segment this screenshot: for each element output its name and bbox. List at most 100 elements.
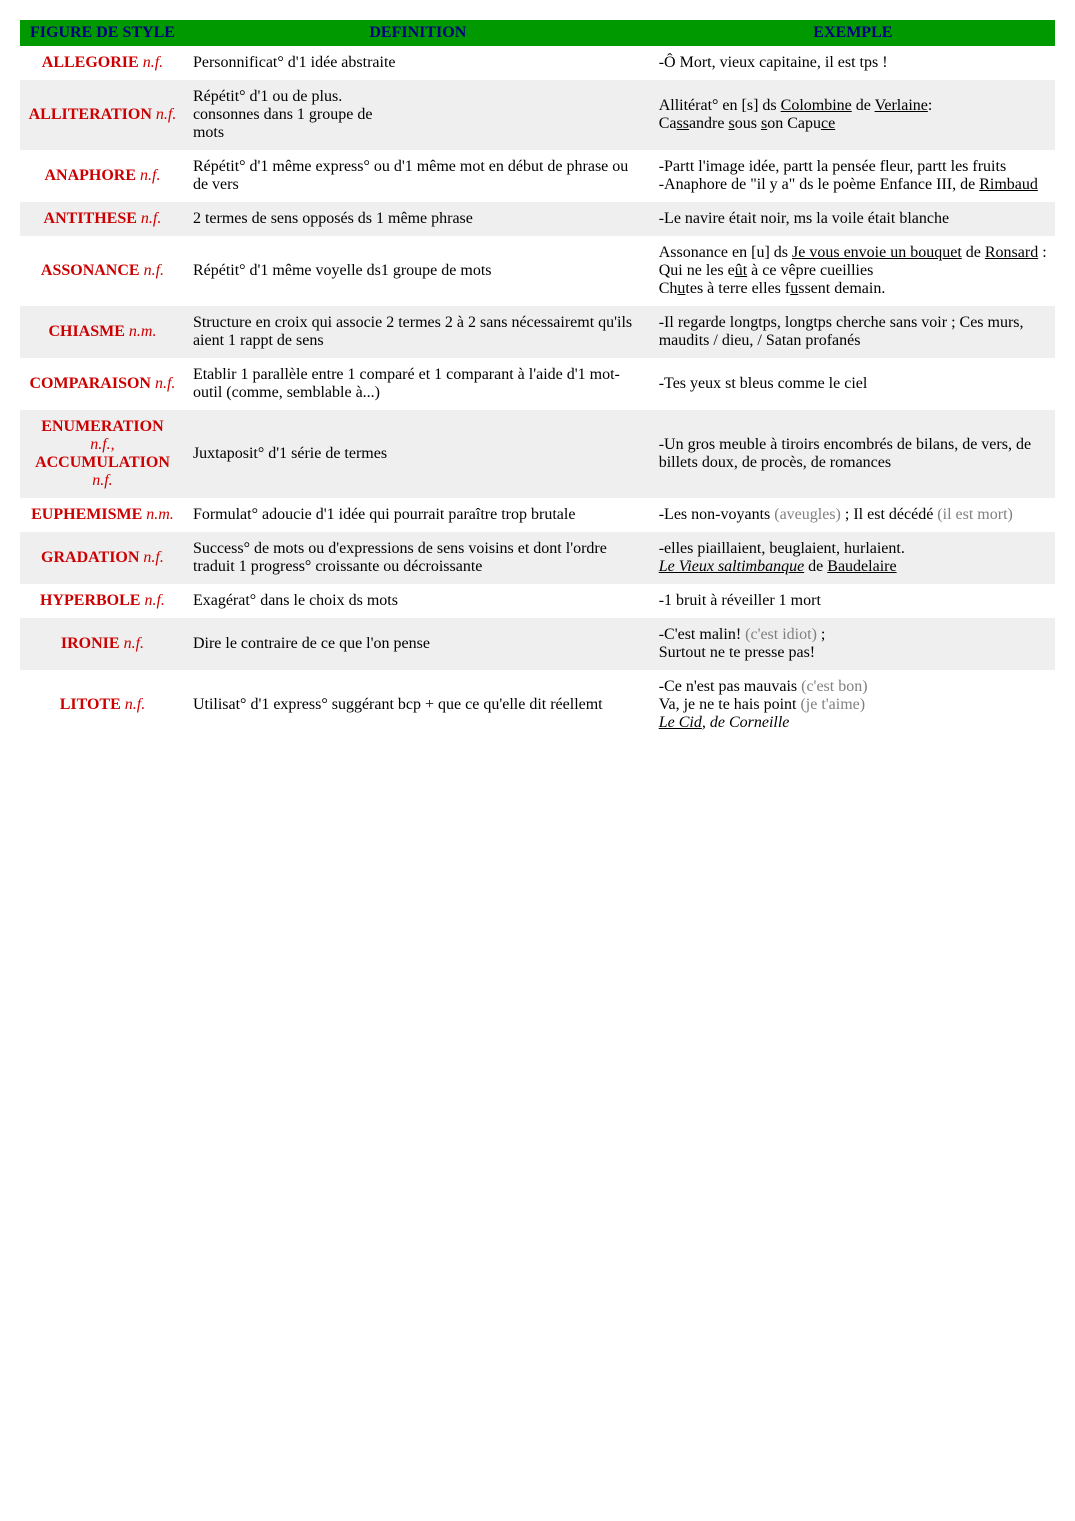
table-row: GRADATION n.f. Success° de mots ou d'exp… bbox=[20, 532, 1055, 584]
definition-cell: Structure en croix qui associe 2 termes … bbox=[185, 306, 651, 358]
table-row: IRONIE n.f. Dire le contraire de ce que … bbox=[20, 618, 1055, 670]
table-row: ANTITHESE n.f. 2 termes de sens opposés … bbox=[20, 202, 1055, 236]
term-cell: ALLEGORIE n.f. bbox=[20, 46, 185, 80]
table-row: EUPHEMISME n.m. Formulat° adoucie d'1 id… bbox=[20, 498, 1055, 532]
term-cell: EUPHEMISME n.m. bbox=[20, 498, 185, 532]
ex-text: de bbox=[804, 558, 827, 575]
term-name: CHIASME bbox=[48, 323, 124, 340]
ex-link: Baudelaire bbox=[827, 558, 896, 575]
term-name: EUPHEMISME bbox=[31, 506, 142, 523]
table-row: ALLEGORIE n.f. Personnificat° d'1 idée a… bbox=[20, 46, 1055, 80]
definition-cell: Répétit° d'1 même voyelle ds1 groupe de … bbox=[185, 236, 651, 306]
ex-aside: (c'est idiot) bbox=[745, 626, 817, 643]
example-cell: -Partt l'image idée, partt la pensée fle… bbox=[651, 150, 1055, 202]
term-name: HYPERBOLE bbox=[40, 592, 140, 609]
example-cell: -1 bruit à réveiller 1 mort bbox=[651, 584, 1055, 618]
definition-cell: Formulat° adoucie d'1 idée qui pourrait … bbox=[185, 498, 651, 532]
ex-text: ; bbox=[817, 626, 825, 643]
example-cell: -Un gros meuble à tiroirs encombrés de b… bbox=[651, 410, 1055, 498]
term-pos: n.m. bbox=[146, 506, 174, 523]
term-cell: IRONIE n.f. bbox=[20, 618, 185, 670]
term-cell: CHIASME n.m. bbox=[20, 306, 185, 358]
ex-aside: (je t'aime) bbox=[800, 696, 865, 713]
example-cell: Allitérat° en [s] ds Colombine de Verlai… bbox=[651, 80, 1055, 150]
term-cell: ANAPHORE n.f. bbox=[20, 150, 185, 202]
ex-text: de bbox=[852, 97, 875, 114]
ex-link: Colombine bbox=[781, 97, 852, 114]
ex-aside: (aveugles) bbox=[774, 506, 841, 523]
definition-cell: Répétit° d'1 ou de plus. consonnes dans … bbox=[185, 80, 651, 150]
term-name: GRADATION bbox=[41, 549, 139, 566]
term-name: IRONIE bbox=[61, 635, 120, 652]
term-pos: n.f. bbox=[141, 210, 161, 227]
term-pos: n.f. bbox=[124, 635, 144, 652]
term-cell: ANTITHESE n.f. bbox=[20, 202, 185, 236]
table-row: ANAPHORE n.f. Répétit° d'1 même express°… bbox=[20, 150, 1055, 202]
term-pos: n.f. bbox=[140, 167, 160, 184]
ex-text: -Ce n'est pas mauvais bbox=[659, 678, 801, 695]
term-pos: n.f. bbox=[125, 696, 145, 713]
ex-title: Le Cid bbox=[659, 714, 702, 731]
def-text: mots bbox=[193, 124, 224, 141]
term-name: ALLEGORIE bbox=[42, 54, 139, 71]
def-text: Répétit° d'1 ou de plus. bbox=[193, 88, 342, 105]
definition-cell: Success° de mots ou d'expressions de sen… bbox=[185, 532, 651, 584]
term-pos: n.f. bbox=[143, 54, 163, 71]
ex-text: -Anaphore de "il y a" ds le poème Enfanc… bbox=[659, 176, 979, 193]
table-row: CHIASME n.m. Structure en croix qui asso… bbox=[20, 306, 1055, 358]
ex-text: -Partt l'image idée, partt la pensée fle… bbox=[659, 158, 1006, 175]
example-cell: -elles piaillaient, beuglaient, hurlaien… bbox=[651, 532, 1055, 584]
term-name: ANTITHESE bbox=[44, 210, 137, 227]
ex-text: , de Corneille bbox=[702, 714, 790, 731]
ex-aside: (il est mort) bbox=[937, 506, 1013, 523]
term-cell: LITOTE n.f. bbox=[20, 670, 185, 740]
term-pos: n.m. bbox=[129, 323, 157, 340]
ex-link: Verlaine bbox=[875, 97, 928, 114]
example-cell: Assonance en [u] ds Je vous envoie un bo… bbox=[651, 236, 1055, 306]
def-text: consonnes dans 1 groupe de bbox=[193, 106, 373, 123]
table-row: ALLITERATION n.f. Répétit° d'1 ou de plu… bbox=[20, 80, 1055, 150]
term-pos: n.f. bbox=[155, 375, 175, 392]
term-cell: ALLITERATION n.f. bbox=[20, 80, 185, 150]
term-name: ALLITERATION bbox=[29, 106, 152, 123]
ex-text: ; Il est décédé bbox=[841, 506, 937, 523]
definition-cell: Dire le contraire de ce que l'on pense bbox=[185, 618, 651, 670]
ex-text: Surtout ne te presse pas! bbox=[659, 644, 815, 661]
term-name: ENUMERATION bbox=[41, 418, 163, 435]
term-pos: n.f. bbox=[156, 106, 176, 123]
figures-table: FIGURE DE STYLE DEFINITION EXEMPLE ALLEG… bbox=[20, 20, 1055, 740]
definition-cell: 2 termes de sens opposés ds 1 même phras… bbox=[185, 202, 651, 236]
table-row: ASSONANCE n.f. Répétit° d'1 même voyelle… bbox=[20, 236, 1055, 306]
ex-link: Rimbaud bbox=[979, 176, 1038, 193]
ex-text: Va, je ne te hais point bbox=[659, 696, 801, 713]
term-name: ACCUMULATION bbox=[35, 454, 170, 471]
term-pos: n.f., bbox=[90, 436, 114, 453]
term-pos: n.f. bbox=[143, 549, 163, 566]
term-pos: n.f. bbox=[144, 262, 164, 279]
term-name: COMPARAISON bbox=[30, 375, 151, 392]
table-row: ENUMERATION n.f., ACCUMULATION n.f. Juxt… bbox=[20, 410, 1055, 498]
example-cell: -C'est malin! (c'est idiot) ; Surtout ne… bbox=[651, 618, 1055, 670]
definition-cell: Répétit° d'1 même express° ou d'1 même m… bbox=[185, 150, 651, 202]
definition-cell: Juxtaposit° d'1 série de termes bbox=[185, 410, 651, 498]
example-cell: -Tes yeux st bleus comme le ciel bbox=[651, 358, 1055, 410]
ex-text: Allitérat° en [s] ds bbox=[659, 97, 781, 114]
definition-cell: Utilisat° d'1 express° suggérant bcp + q… bbox=[185, 670, 651, 740]
term-cell: GRADATION n.f. bbox=[20, 532, 185, 584]
table-row: LITOTE n.f. Utilisat° d'1 express° suggé… bbox=[20, 670, 1055, 740]
ex-text: -C'est malin! bbox=[659, 626, 745, 643]
term-cell: ASSONANCE n.f. bbox=[20, 236, 185, 306]
term-name: ASSONANCE bbox=[41, 262, 140, 279]
ex-title: Le Vieux saltimbanque bbox=[659, 558, 804, 575]
term-cell: COMPARAISON n.f. bbox=[20, 358, 185, 410]
table-row: COMPARAISON n.f. Etablir 1 parallèle ent… bbox=[20, 358, 1055, 410]
ex-text: -elles piaillaient, beuglaient, hurlaien… bbox=[659, 540, 905, 557]
term-name: LITOTE bbox=[60, 696, 121, 713]
definition-cell: Personnificat° d'1 idée abstraite bbox=[185, 46, 651, 80]
col-definition: DEFINITION bbox=[185, 20, 651, 46]
example-cell: -Les non-voyants (aveugles) ; Il est déc… bbox=[651, 498, 1055, 532]
term-name: ANAPHORE bbox=[44, 167, 136, 184]
col-figure: FIGURE DE STYLE bbox=[20, 20, 185, 46]
table-row: HYPERBOLE n.f. Exagérat° dans le choix d… bbox=[20, 584, 1055, 618]
example-cell: -Ô Mort, vieux capitaine, il est tps ! bbox=[651, 46, 1055, 80]
